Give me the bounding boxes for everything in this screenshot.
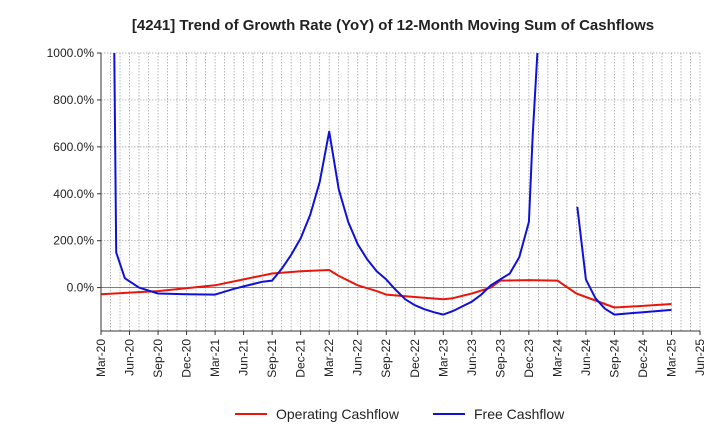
x-tick-label: Dec-23 [522, 339, 536, 378]
y-tick-label: 400.0% [53, 187, 94, 201]
x-tick-label: Jun-24 [579, 339, 593, 376]
plot-background [101, 53, 700, 331]
x-tick-label: Dec-21 [294, 339, 308, 378]
plot-area [101, 53, 700, 331]
legend-label: Free Cashflow [474, 406, 565, 422]
x-tick-label: Mar-24 [550, 339, 564, 377]
x-tick-label: Mar-23 [436, 339, 450, 377]
y-tick-label: 1000.0% [47, 46, 95, 60]
x-tick-label: Jun-21 [237, 339, 251, 376]
y-axis: 1000.0% 800.0% 600.0% 400.0% 200.0% 0.0% [47, 46, 102, 331]
x-tick-label: Mar-20 [94, 339, 108, 377]
x-tick-label: Jun-20 [123, 339, 137, 376]
free-cashflow-line [576, 206, 672, 316]
y-tick-label: 0.0% [67, 281, 95, 295]
x-tick-label: Sep-24 [607, 339, 621, 378]
x-tick-label: Jun-25 [693, 339, 707, 376]
x-tick-label: Sep-20 [151, 339, 165, 378]
y-tick-label: 600.0% [53, 140, 94, 154]
operating-cashflow-line [101, 269, 672, 309]
legend: Operating Cashflow Free Cashflow [235, 406, 565, 422]
chart-title: [4241] Trend of Growth Rate (YoY) of 12-… [132, 17, 654, 34]
y-tick-label: 800.0% [53, 93, 94, 107]
x-tick-label: Dec-24 [636, 339, 650, 378]
x-tick-label: Dec-22 [408, 339, 422, 378]
x-tick-label: Dec-20 [180, 339, 194, 378]
grid [100, 52, 701, 331]
y-tick-label: 200.0% [53, 234, 94, 248]
x-axis: Mar-20 Jun-20 Sep-20 Dec-20 Mar-21 Jun-21 Sep-… [94, 330, 707, 378]
legend-label: Operating Cashflow [276, 406, 400, 422]
x-tick-label: Sep-23 [493, 339, 507, 378]
x-tick-label: Mar-21 [208, 339, 222, 377]
x-tick-label: Sep-22 [379, 339, 393, 378]
x-tick-label: Jun-23 [465, 339, 479, 376]
series-layer [101, 53, 672, 316]
x-tick-label: Sep-21 [265, 339, 279, 378]
x-tick-label: Mar-22 [322, 339, 336, 377]
free-cashflow-line [113, 53, 539, 316]
x-tick-label: Mar-25 [664, 339, 678, 377]
x-tick-label: Jun-22 [351, 339, 365, 376]
